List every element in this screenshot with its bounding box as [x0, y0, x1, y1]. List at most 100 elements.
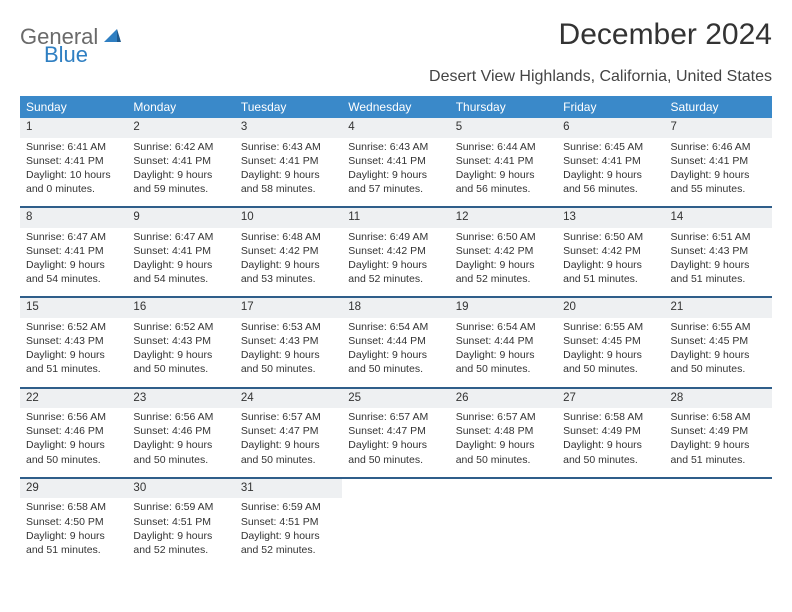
day-data-cell: Sunrise: 6:55 AMSunset: 4:45 PMDaylight:…: [665, 318, 772, 388]
day-number-cell: 18: [342, 297, 449, 318]
sunset-text: Sunset: 4:41 PM: [241, 154, 336, 168]
daylight-text: Daylight: 9 hours and 50 minutes.: [456, 438, 551, 466]
day-number-row: 15161718192021: [20, 297, 772, 318]
day-data-cell: Sunrise: 6:51 AMSunset: 4:43 PMDaylight:…: [665, 228, 772, 298]
day-data-row: Sunrise: 6:41 AMSunset: 4:41 PMDaylight:…: [20, 138, 772, 208]
day-data-cell: Sunrise: 6:42 AMSunset: 4:41 PMDaylight:…: [127, 138, 234, 208]
sunrise-text: Sunrise: 6:59 AM: [133, 500, 228, 514]
weekday-header: Thursday: [450, 96, 557, 118]
day-number-cell: 1: [20, 118, 127, 138]
sunset-text: Sunset: 4:41 PM: [456, 154, 551, 168]
day-number-cell: 23: [127, 388, 234, 409]
day-number-row: 293031: [20, 478, 772, 499]
sunrise-text: Sunrise: 6:43 AM: [241, 140, 336, 154]
sunrise-text: Sunrise: 6:45 AM: [563, 140, 658, 154]
day-number-cell: 21: [665, 297, 772, 318]
sunset-text: Sunset: 4:42 PM: [348, 244, 443, 258]
daylight-text: Daylight: 9 hours and 52 minutes.: [456, 258, 551, 286]
day-data-cell: Sunrise: 6:57 AMSunset: 4:47 PMDaylight:…: [235, 408, 342, 478]
sunset-text: Sunset: 4:42 PM: [456, 244, 551, 258]
day-number-cell: 17: [235, 297, 342, 318]
sunset-text: Sunset: 4:41 PM: [26, 154, 121, 168]
sunset-text: Sunset: 4:44 PM: [456, 334, 551, 348]
sunrise-text: Sunrise: 6:55 AM: [563, 320, 658, 334]
day-data-cell: Sunrise: 6:49 AMSunset: 4:42 PMDaylight:…: [342, 228, 449, 298]
day-data-cell: Sunrise: 6:55 AMSunset: 4:45 PMDaylight:…: [557, 318, 664, 388]
day-number-cell: 6: [557, 118, 664, 138]
daylight-text: Daylight: 9 hours and 54 minutes.: [26, 258, 121, 286]
day-number-row: 22232425262728: [20, 388, 772, 409]
sunrise-text: Sunrise: 6:52 AM: [133, 320, 228, 334]
daylight-text: Daylight: 9 hours and 50 minutes.: [563, 438, 658, 466]
sunrise-text: Sunrise: 6:58 AM: [671, 410, 766, 424]
day-data-cell: Sunrise: 6:43 AMSunset: 4:41 PMDaylight:…: [342, 138, 449, 208]
sunrise-text: Sunrise: 6:57 AM: [348, 410, 443, 424]
day-number-cell: 9: [127, 207, 234, 228]
day-number-row: 1234567: [20, 118, 772, 138]
day-data-cell: Sunrise: 6:48 AMSunset: 4:42 PMDaylight:…: [235, 228, 342, 298]
day-number-cell: 7: [665, 118, 772, 138]
header: General December 2024: [20, 18, 772, 52]
sunrise-text: Sunrise: 6:52 AM: [26, 320, 121, 334]
day-data-cell: [665, 498, 772, 567]
sunrise-text: Sunrise: 6:43 AM: [348, 140, 443, 154]
daylight-text: Daylight: 9 hours and 50 minutes.: [241, 348, 336, 376]
sunrise-text: Sunrise: 6:57 AM: [241, 410, 336, 424]
sunset-text: Sunset: 4:41 PM: [133, 154, 228, 168]
day-data-cell: Sunrise: 6:58 AMSunset: 4:49 PMDaylight:…: [665, 408, 772, 478]
day-data-row: Sunrise: 6:47 AMSunset: 4:41 PMDaylight:…: [20, 228, 772, 298]
weekday-header: Sunday: [20, 96, 127, 118]
weekday-header: Monday: [127, 96, 234, 118]
weekday-header: Friday: [557, 96, 664, 118]
daylight-text: Daylight: 9 hours and 51 minutes.: [671, 438, 766, 466]
daylight-text: Daylight: 9 hours and 50 minutes.: [133, 438, 228, 466]
daylight-text: Daylight: 9 hours and 50 minutes.: [348, 438, 443, 466]
day-data-cell: Sunrise: 6:56 AMSunset: 4:46 PMDaylight:…: [20, 408, 127, 478]
sunset-text: Sunset: 4:43 PM: [671, 244, 766, 258]
sunset-text: Sunset: 4:41 PM: [348, 154, 443, 168]
day-data-cell: Sunrise: 6:54 AMSunset: 4:44 PMDaylight:…: [342, 318, 449, 388]
sunset-text: Sunset: 4:45 PM: [563, 334, 658, 348]
sunrise-text: Sunrise: 6:53 AM: [241, 320, 336, 334]
logo-line2: Blue: [44, 42, 88, 68]
sunrise-text: Sunrise: 6:58 AM: [563, 410, 658, 424]
location-text: Desert View Highlands, California, Unite…: [20, 68, 772, 86]
day-data-row: Sunrise: 6:56 AMSunset: 4:46 PMDaylight:…: [20, 408, 772, 478]
sunrise-text: Sunrise: 6:54 AM: [456, 320, 551, 334]
sunrise-text: Sunrise: 6:57 AM: [456, 410, 551, 424]
day-number-cell: 16: [127, 297, 234, 318]
daylight-text: Daylight: 9 hours and 50 minutes.: [133, 348, 228, 376]
day-number-cell: 24: [235, 388, 342, 409]
day-number-cell: 25: [342, 388, 449, 409]
day-number-cell: 11: [342, 207, 449, 228]
sunset-text: Sunset: 4:41 PM: [26, 244, 121, 258]
day-number-cell: 27: [557, 388, 664, 409]
day-number-cell: 20: [557, 297, 664, 318]
weekday-header: Saturday: [665, 96, 772, 118]
sunrise-text: Sunrise: 6:50 AM: [563, 230, 658, 244]
daylight-text: Daylight: 9 hours and 58 minutes.: [241, 168, 336, 196]
daylight-text: Daylight: 9 hours and 59 minutes.: [133, 168, 228, 196]
sunrise-text: Sunrise: 6:47 AM: [26, 230, 121, 244]
day-number-cell: 14: [665, 207, 772, 228]
weekday-header: Tuesday: [235, 96, 342, 118]
sunset-text: Sunset: 4:50 PM: [26, 515, 121, 529]
day-data-cell: Sunrise: 6:43 AMSunset: 4:41 PMDaylight:…: [235, 138, 342, 208]
day-number-cell: 2: [127, 118, 234, 138]
day-number-cell: 31: [235, 478, 342, 499]
day-data-cell: Sunrise: 6:44 AMSunset: 4:41 PMDaylight:…: [450, 138, 557, 208]
day-data-cell: Sunrise: 6:56 AMSunset: 4:46 PMDaylight:…: [127, 408, 234, 478]
day-data-cell: Sunrise: 6:46 AMSunset: 4:41 PMDaylight:…: [665, 138, 772, 208]
sunset-text: Sunset: 4:51 PM: [241, 515, 336, 529]
sunrise-text: Sunrise: 6:51 AM: [671, 230, 766, 244]
daylight-text: Daylight: 9 hours and 50 minutes.: [241, 438, 336, 466]
sunrise-text: Sunrise: 6:55 AM: [671, 320, 766, 334]
day-data-cell: Sunrise: 6:57 AMSunset: 4:48 PMDaylight:…: [450, 408, 557, 478]
sunrise-text: Sunrise: 6:56 AM: [133, 410, 228, 424]
sunrise-text: Sunrise: 6:59 AM: [241, 500, 336, 514]
daylight-text: Daylight: 9 hours and 50 minutes.: [456, 348, 551, 376]
daylight-text: Daylight: 9 hours and 50 minutes.: [671, 348, 766, 376]
sunset-text: Sunset: 4:51 PM: [133, 515, 228, 529]
day-data-cell: Sunrise: 6:47 AMSunset: 4:41 PMDaylight:…: [127, 228, 234, 298]
sunset-text: Sunset: 4:49 PM: [671, 424, 766, 438]
